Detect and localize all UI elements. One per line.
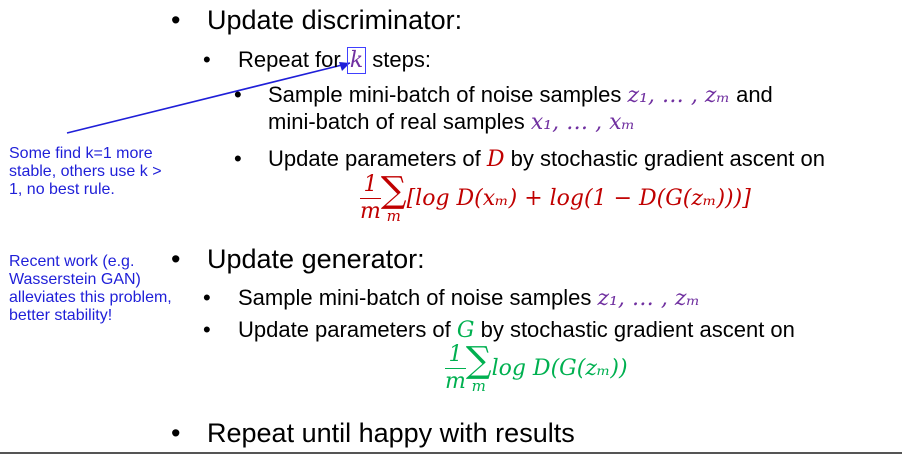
d-formula-body: [log D(xₘ) + log(1 − D(G(zₘ)))] [406, 186, 751, 211]
sample-noise-text: Sample mini-batch of noise samples z₁, …… [268, 82, 773, 108]
update-g-label2: by stochastic gradient ascent on [474, 317, 795, 342]
update-d-text: Update parameters of D by stochastic gra… [268, 146, 825, 172]
update-d-label2: by stochastic gradient ascent on [504, 146, 825, 171]
update-g-text: Update parameters of G by stochastic gra… [238, 317, 795, 343]
frac-den: m [445, 369, 466, 394]
bullet-glyph: • [171, 5, 181, 35]
sample-real-label: mini-batch of real samples [268, 109, 531, 134]
sample-real-text: mini-batch of real samples x₁, … , xₘ [268, 109, 635, 135]
gen-noise-math: z₁, … , zₘ [597, 286, 700, 311]
repeat-for-k-steps: Repeat for k steps: [238, 47, 431, 74]
sigma-sub: m [471, 377, 486, 395]
annotation-k-steps: Some find k=1 more stable, others use k … [9, 145, 162, 198]
bullet-update-generator: Update generator: [207, 244, 425, 274]
noise-math: z₁, … , zₘ [627, 83, 730, 108]
sigma: ∑ [380, 170, 407, 211]
bullet-glyph: • [171, 418, 181, 448]
repeat-prefix: Repeat for [238, 47, 347, 72]
sample-noise-label: Sample mini-batch of noise samples [268, 82, 628, 107]
g-formula-body: log D(G(zₘ)) [491, 356, 628, 381]
bullet-repeat-until-happy: Repeat until happy with results [207, 418, 575, 448]
and-word: and [729, 82, 773, 107]
bullet-glyph: • [234, 146, 242, 171]
generator-objective: 1 m ∑ m log D(G(zₘ)) [445, 342, 628, 395]
discriminator-objective: 1 m ∑ m [log D(xₘ) + log(1 − D(G(zₘ)))] [360, 172, 751, 225]
frac-den: m [360, 199, 381, 224]
bullet-glyph: • [203, 47, 211, 72]
sigma: ∑ [465, 340, 492, 381]
update-g-label1: Update parameters of [238, 317, 457, 342]
sigma-sub: m [386, 207, 401, 225]
bullet-glyph: • [203, 285, 211, 310]
repeat-suffix: steps: [366, 47, 431, 72]
frac-num: 1 [445, 342, 466, 369]
bullet-glyph: • [203, 317, 211, 342]
slide-bottom-border [0, 452, 902, 454]
gen-sample-label: Sample mini-batch of noise samples [238, 285, 598, 310]
d-variable: D [486, 147, 505, 172]
bullet-glyph: • [234, 82, 242, 107]
g-variable: G [456, 318, 475, 343]
annotation-wasserstein: Recent work (e.g. Wasserstein GAN) allev… [9, 253, 172, 324]
update-d-label1: Update parameters of [268, 146, 487, 171]
frac-num: 1 [360, 172, 381, 199]
bullet-glyph: • [171, 244, 181, 274]
gen-sample-text: Sample mini-batch of noise samples z₁, …… [238, 285, 700, 311]
bullet-update-discriminator: Update discriminator: [207, 5, 463, 35]
real-math: x₁, … , xₘ [530, 110, 635, 135]
k-variable-box: k [346, 47, 367, 74]
